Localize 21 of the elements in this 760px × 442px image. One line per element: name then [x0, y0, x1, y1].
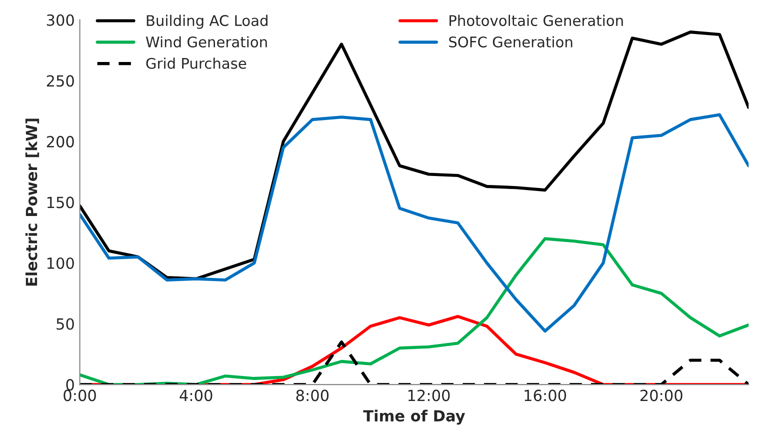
legend-label: Wind Generation — [146, 36, 267, 48]
y-axis-title: Electric Power [kW] — [25, 118, 40, 286]
x-tick-label: 20:00 — [640, 390, 682, 402]
y-tick-label: 50 — [56, 318, 74, 330]
y-tick-label: 300 — [46, 14, 74, 26]
legend-label: Photovoltaic Generation — [450, 14, 623, 26]
legend-label: Building AC Load — [146, 14, 268, 29]
x-tick-label: 0:00 — [64, 390, 96, 402]
y-tick-label: 0 — [66, 379, 74, 391]
line-series — [80, 113, 749, 333]
x-tick-label: 16:00 — [524, 390, 566, 402]
legend-label: SOFC Generation — [449, 36, 572, 48]
x-tick-label: 8:00 — [296, 390, 329, 402]
x-axis-title: Time of Day — [363, 410, 466, 425]
y-tick-label: 100 — [47, 257, 74, 270]
legend-label: Grid Purchase — [146, 58, 246, 69]
y-tick-label: 250 — [46, 75, 74, 87]
x-tick-label: 12:00 — [408, 390, 450, 402]
y-tick-label: 150 — [47, 196, 74, 208]
y-tick-label: 200 — [46, 136, 74, 148]
x-tick-label: 4:00 — [180, 390, 212, 402]
